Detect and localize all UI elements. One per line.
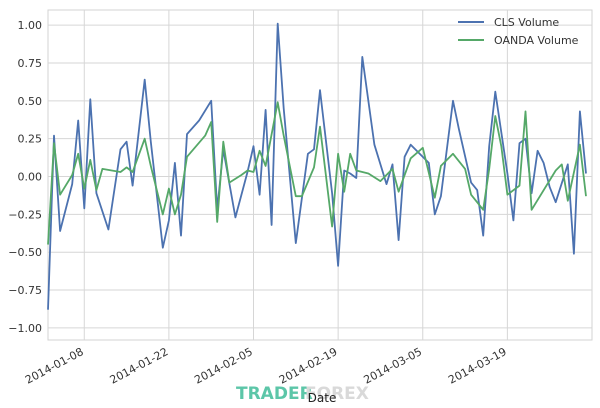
- y-tick-label: −0.25: [8, 208, 42, 221]
- watermark-logo: TRADER FOREX: [236, 384, 369, 404]
- legend: CLS Volume OANDA Volume: [458, 16, 579, 47]
- legend-label-oanda-volume: OANDA Volume: [494, 34, 579, 47]
- y-tick-label: 0.25: [18, 133, 43, 146]
- series-layer: [47, 22, 587, 310]
- y-tick-label: 0.00: [18, 171, 43, 184]
- watermark-text-trader: TRADER: [236, 384, 313, 404]
- series-line-cls-volume: [47, 22, 587, 310]
- y-tick-label: 0.50: [18, 95, 43, 108]
- x-axis-label: Date: [308, 391, 337, 405]
- y-tick-label: −1.00: [8, 322, 42, 335]
- y-tick-label: 0.75: [18, 57, 43, 70]
- watermark-text-forex: FOREX: [305, 384, 369, 404]
- plot-area: [47, 9, 593, 341]
- y-tick-label: −0.75: [8, 284, 42, 297]
- y-axis-ticks: 1.00 0.75 0.50 0.25 0.00 −0.25 −0.50 −0.75 −1.00: [8, 19, 42, 335]
- y-tick-label: 1.00: [18, 19, 43, 32]
- series-line-oanda-volume: [47, 101, 587, 245]
- y-tick-label: −0.50: [8, 246, 42, 259]
- legend-label-cls-volume: CLS Volume: [494, 16, 559, 29]
